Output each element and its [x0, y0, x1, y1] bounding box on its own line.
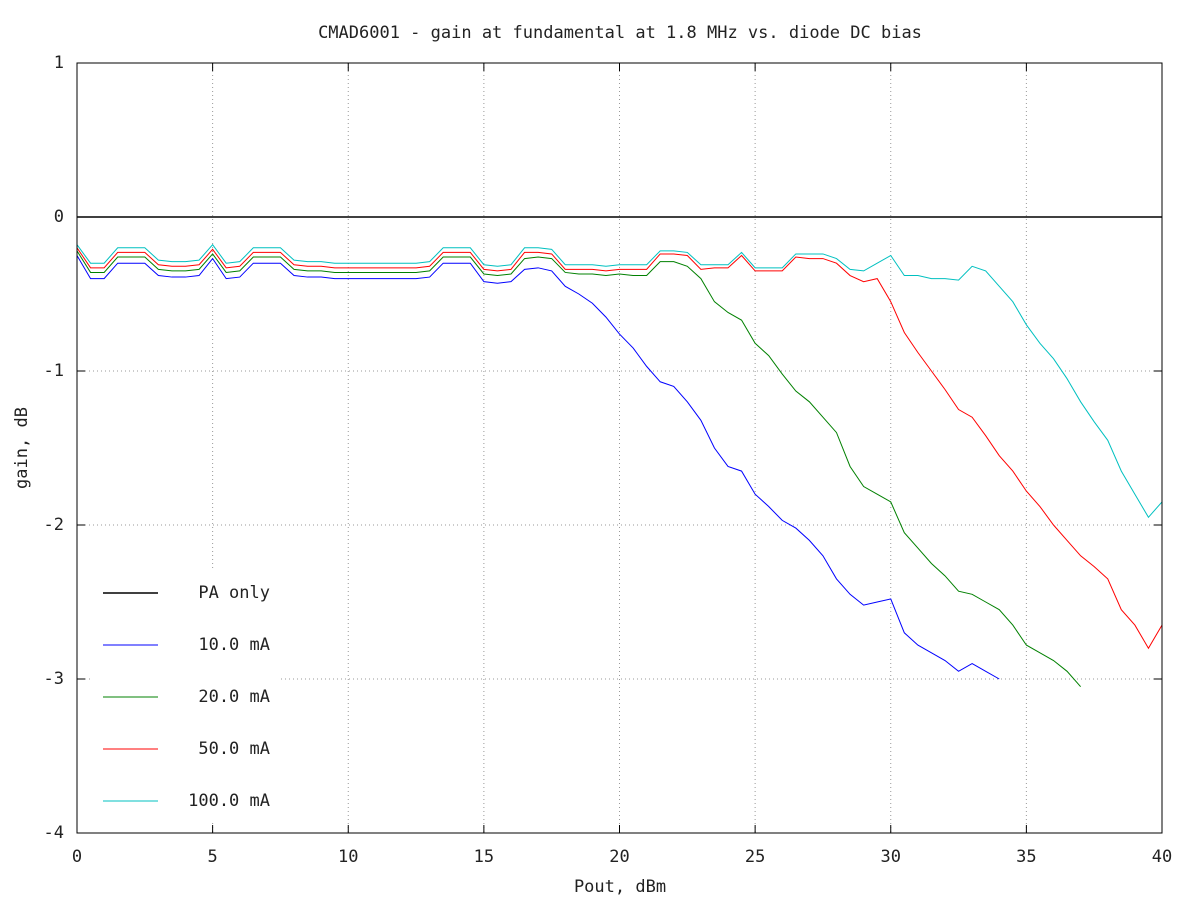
legend-label: 50.0 mA	[198, 739, 270, 759]
legend-label: PA only	[198, 583, 270, 603]
x-axis-label: Pout, dBm	[574, 877, 666, 897]
legend-label: 20.0 mA	[198, 687, 270, 707]
legend-background	[90, 570, 280, 820]
series-line	[76, 243, 1163, 519]
y-axis-label: gain, dB	[12, 407, 32, 489]
series-line	[76, 250, 1082, 688]
y-tick-label: -1	[44, 361, 64, 381]
chart-title: CMAD6001 - gain at fundamental at 1.8 MH…	[318, 23, 922, 43]
x-tick-label: 10	[338, 847, 358, 867]
x-tick-label: 5	[208, 847, 218, 867]
series-line	[76, 255, 1000, 680]
x-tick-label: 20	[609, 847, 629, 867]
y-tick-label: -4	[44, 823, 64, 843]
y-tick-label: 0	[54, 207, 64, 227]
series-line	[76, 247, 1163, 650]
x-tick-label: 35	[1016, 847, 1036, 867]
x-tick-label: 25	[745, 847, 765, 867]
y-tick-label: 1	[54, 53, 64, 73]
x-tick-label: 40	[1152, 847, 1172, 867]
x-tick-label: 30	[881, 847, 901, 867]
x-tick-label: 15	[474, 847, 494, 867]
y-tick-label: -2	[44, 515, 64, 535]
plot-frame	[76, 62, 1163, 834]
y-tick-label: -3	[44, 669, 64, 689]
legend-label: 100.0 mA	[188, 791, 270, 811]
x-tick-label: 0	[72, 847, 82, 867]
legend-label: 10.0 mA	[198, 635, 270, 655]
legend: PA only 10.0 mA 20.0 mA 50.0 mA 100.0 mA	[90, 570, 280, 820]
